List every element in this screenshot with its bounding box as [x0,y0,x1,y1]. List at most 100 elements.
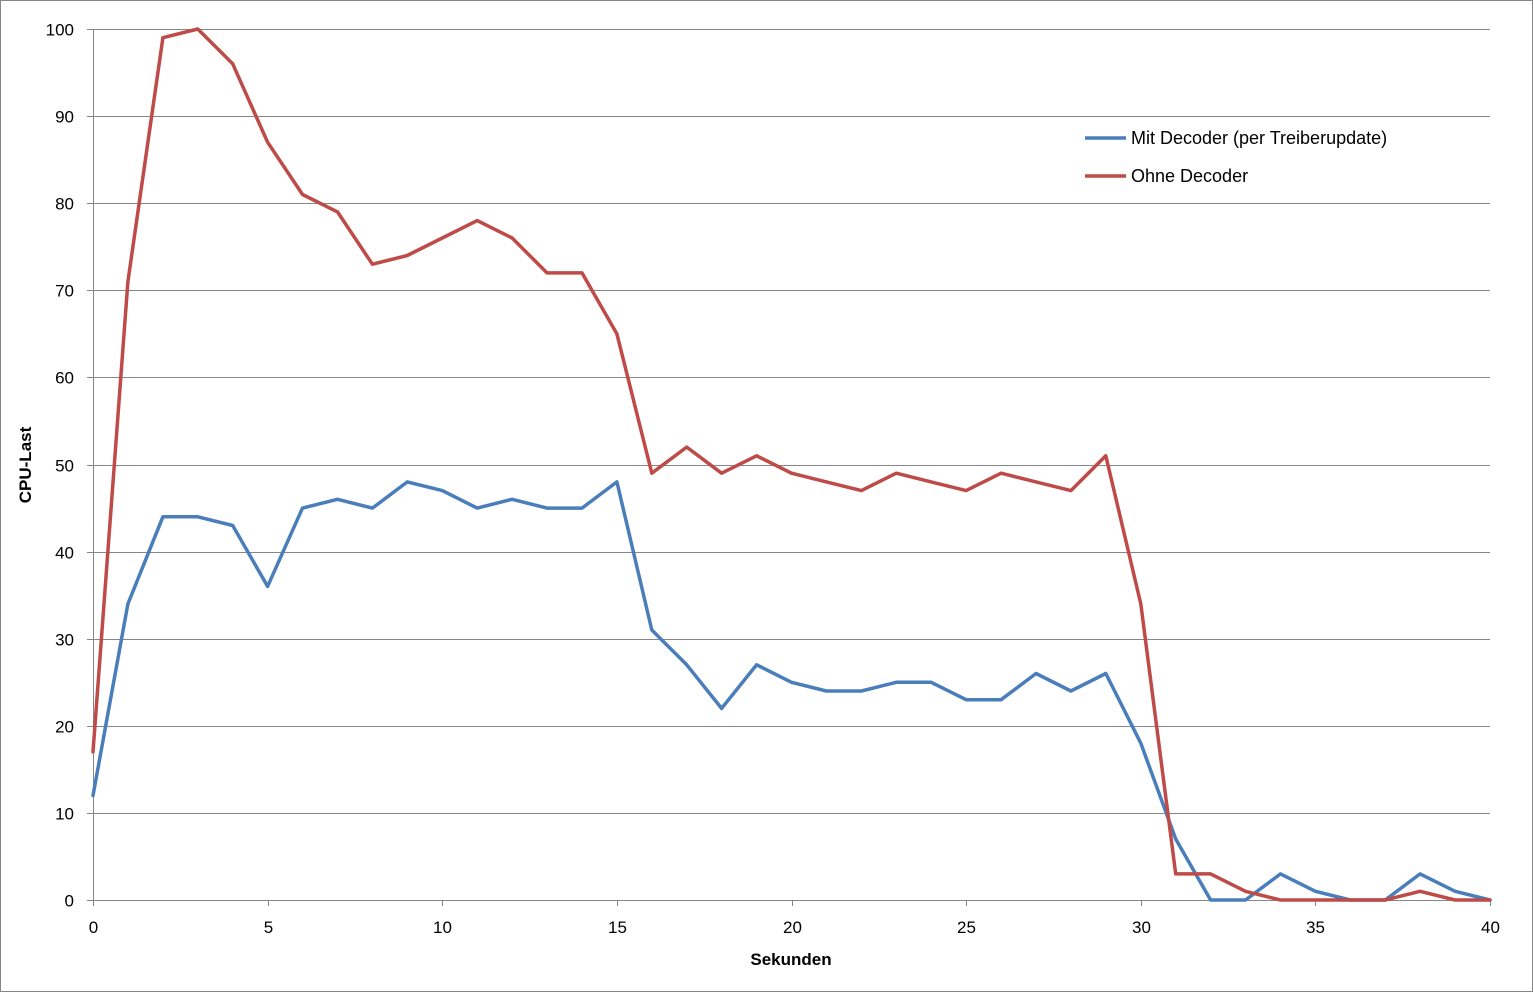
data-point [301,506,304,510]
data-point [91,750,95,754]
data-point [859,489,863,493]
data-point [790,471,793,475]
data-point [196,27,200,31]
y-tick-label-10: 10 [55,805,74,824]
data-point [336,210,339,214]
data-point [1139,741,1143,745]
x-tick-label-20: 20 [783,918,802,937]
data-point [1244,889,1247,893]
data-point [91,794,95,797]
data-point [161,36,165,40]
y-tick-label-90: 90 [55,108,74,127]
data-point [1418,872,1422,876]
data-point [1209,872,1213,876]
y-tick-label-40: 40 [55,544,74,563]
data-point [370,506,374,510]
x-tick-label-10: 10 [433,918,452,937]
data-point [929,680,933,684]
data-point [475,219,479,223]
y-tick-label-0: 0 [65,892,74,911]
data-point [964,698,968,702]
legend: Mit Decoder (per Treiberupdate) Ohne Dec… [1085,128,1387,186]
data-point [615,480,619,484]
data-point [859,689,863,693]
series-points-mit-decoder [91,480,1492,902]
data-point [405,480,409,484]
data-point [894,471,898,475]
data-point [266,584,270,588]
gridlines [93,29,1490,814]
data-point [824,689,828,693]
data-point [1139,602,1143,606]
data-point [685,445,689,449]
data-point [580,506,584,510]
data-point [1104,672,1108,675]
data-point [1453,889,1457,893]
data-point [196,515,200,519]
y-tick-label-20: 20 [55,718,74,737]
data-point [1313,898,1317,902]
y-tick-label-100: 100 [46,21,74,40]
data-point [755,663,759,667]
y-tick-label-60: 60 [55,369,74,388]
data-point [1383,898,1387,902]
data-point [999,698,1003,702]
data-point [1034,672,1038,675]
data-point [685,663,689,667]
data-point [720,471,724,475]
series-points-ohne-decoder [91,27,1492,902]
legend-label-ohne-decoder: Ohne Decoder [1131,166,1248,186]
x-tick-label-25: 25 [957,918,976,937]
data-point [580,271,584,275]
data-point [1418,889,1422,893]
data-point [1453,898,1457,902]
x-axis-tick-labels: 0 5 10 15 20 25 30 35 40 [89,918,1500,937]
data-point [1279,898,1282,902]
y-tick-label-50: 50 [55,457,74,476]
data-point [231,62,235,66]
data-point [1348,898,1352,902]
data-point [1174,837,1178,841]
y-tick-label-80: 80 [55,195,74,214]
y-axis-tick-labels: 0 10 20 30 40 50 60 70 80 90 100 [46,21,74,911]
data-point [545,506,549,510]
data-point [405,254,409,257]
data-point [720,706,724,710]
data-point [894,680,898,684]
legend-label-mit-decoder: Mit Decoder (per Treiberupdate) [1131,128,1387,148]
data-point [161,515,165,519]
axes [87,29,1491,906]
y-tick-label-30: 30 [55,631,74,650]
y-axis-title: CPU-Last [16,426,35,503]
data-point [650,471,654,475]
x-tick-label-40: 40 [1481,918,1500,937]
data-point [1069,689,1073,693]
data-point [126,602,130,606]
data-point [1279,872,1282,876]
data-point [231,524,235,527]
data-point [510,497,514,501]
data-point [1034,480,1038,484]
data-point [964,489,968,493]
data-point [301,193,304,196]
data-point [440,489,444,493]
data-point [475,506,479,510]
data-point [1209,898,1213,902]
data-point [510,236,514,240]
x-axis-title: Sekunden [750,950,831,969]
data-point [440,236,444,240]
data-point [650,628,654,632]
series-lines [91,27,1492,902]
x-tick-label-30: 30 [1132,918,1151,937]
x-tick-label-35: 35 [1306,918,1325,937]
data-point [1244,898,1247,902]
x-tick-label-0: 0 [89,918,98,937]
data-point [1174,872,1178,876]
data-point [755,454,759,458]
data-point [824,480,828,484]
data-point [545,271,549,275]
data-point [1069,489,1073,493]
data-point [266,140,270,144]
x-tick-label-5: 5 [264,918,273,937]
